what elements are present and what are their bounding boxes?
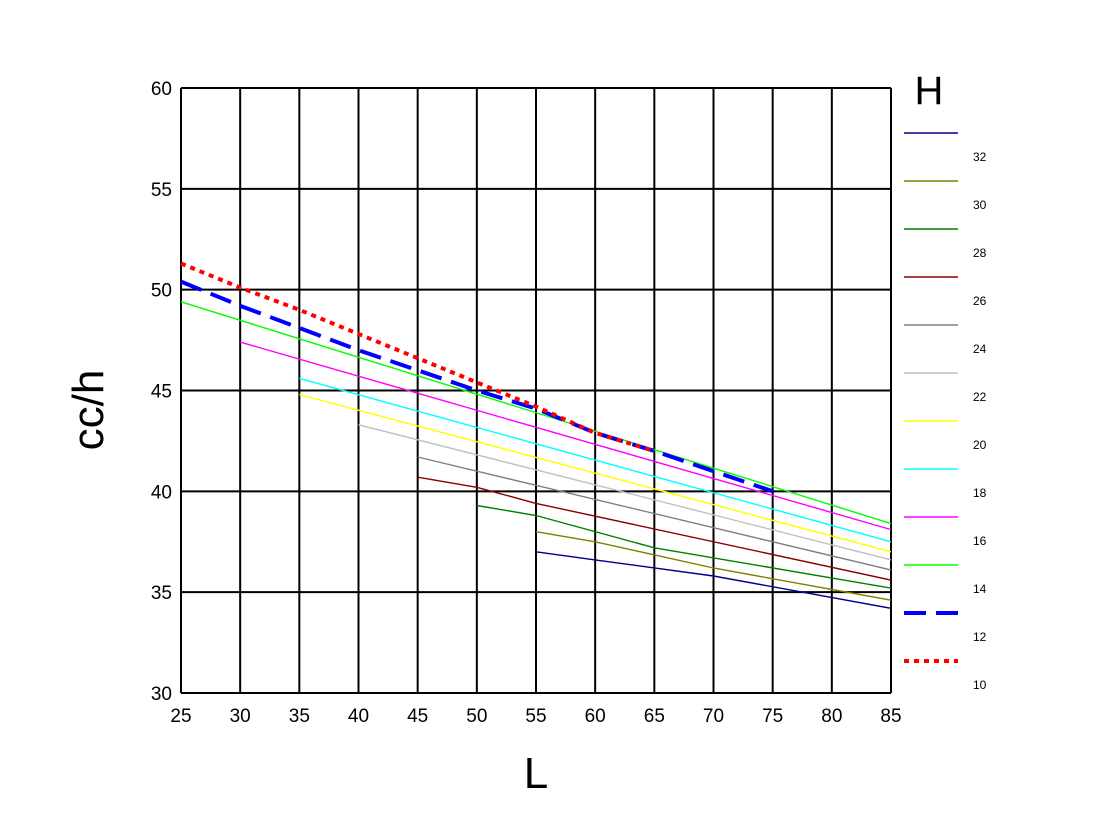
x-tick-label: 50 xyxy=(466,706,487,727)
legend: 32 30 28 26 24 22 20 18 16 14 12 10 xyxy=(904,132,987,692)
y-tick-label: 40 xyxy=(151,482,172,503)
grid-lines xyxy=(180,87,892,694)
y-tick-label: 35 xyxy=(151,583,172,604)
y-tick-label: 30 xyxy=(151,684,172,705)
x-tick-label: 70 xyxy=(703,706,724,727)
x-axis-title: L xyxy=(524,749,548,798)
series-line-H28 xyxy=(476,504,892,589)
series-line-H22 xyxy=(358,424,892,561)
legend-label-H22: 22 xyxy=(973,390,987,404)
y-axis-title: cc/h xyxy=(64,370,113,451)
x-tick-label: 25 xyxy=(170,706,191,727)
series-line-H30 xyxy=(535,531,892,601)
series-line-H10 xyxy=(180,261,655,453)
x-tick-label: 35 xyxy=(289,706,310,727)
y-tick-label: 45 xyxy=(151,382,172,403)
x-tick-label: 75 xyxy=(762,706,783,727)
x-tick-label: 80 xyxy=(821,706,842,727)
legend-label-H20: 20 xyxy=(973,438,987,452)
series-line-H32 xyxy=(535,551,892,609)
legend-label-H28: 28 xyxy=(973,246,987,260)
y-tick-label: 50 xyxy=(151,281,172,302)
legend-label-H16: 16 xyxy=(973,534,987,548)
legend-label-H26: 26 xyxy=(973,294,987,308)
legend-label-H30: 30 xyxy=(973,198,987,212)
legend-label-H14: 14 xyxy=(973,582,987,596)
legend-label-H12: 12 xyxy=(973,630,987,644)
series-lines xyxy=(180,261,892,609)
x-tick-label: 65 xyxy=(644,706,665,727)
x-tick-label: 60 xyxy=(585,706,606,727)
x-tick-labels: 25 30 35 40 45 50 55 60 65 70 75 80 85 xyxy=(170,706,901,727)
x-tick-label: 40 xyxy=(348,706,369,727)
y-tick-label: 60 xyxy=(151,79,172,100)
series-line-H18 xyxy=(299,377,892,543)
series-line-H20 xyxy=(299,393,892,553)
x-tick-label: 85 xyxy=(880,706,901,727)
legend-label-H32: 32 xyxy=(973,150,987,164)
legend-label-H24: 24 xyxy=(973,342,987,356)
legend-title: H xyxy=(915,69,944,113)
x-tick-label: 55 xyxy=(525,706,546,727)
series-line-H24 xyxy=(417,456,892,571)
legend-label-H10: 10 xyxy=(973,678,987,692)
series-line-H14 xyxy=(180,301,892,525)
legend-label-H18: 18 xyxy=(973,486,987,500)
x-tick-label: 30 xyxy=(230,706,251,727)
y-tick-label: 55 xyxy=(151,180,172,201)
series-line-H26 xyxy=(417,476,892,581)
x-tick-label: 45 xyxy=(407,706,428,727)
y-tick-labels: 30 35 40 45 50 55 60 xyxy=(151,79,172,705)
series-line-H16 xyxy=(240,341,892,531)
